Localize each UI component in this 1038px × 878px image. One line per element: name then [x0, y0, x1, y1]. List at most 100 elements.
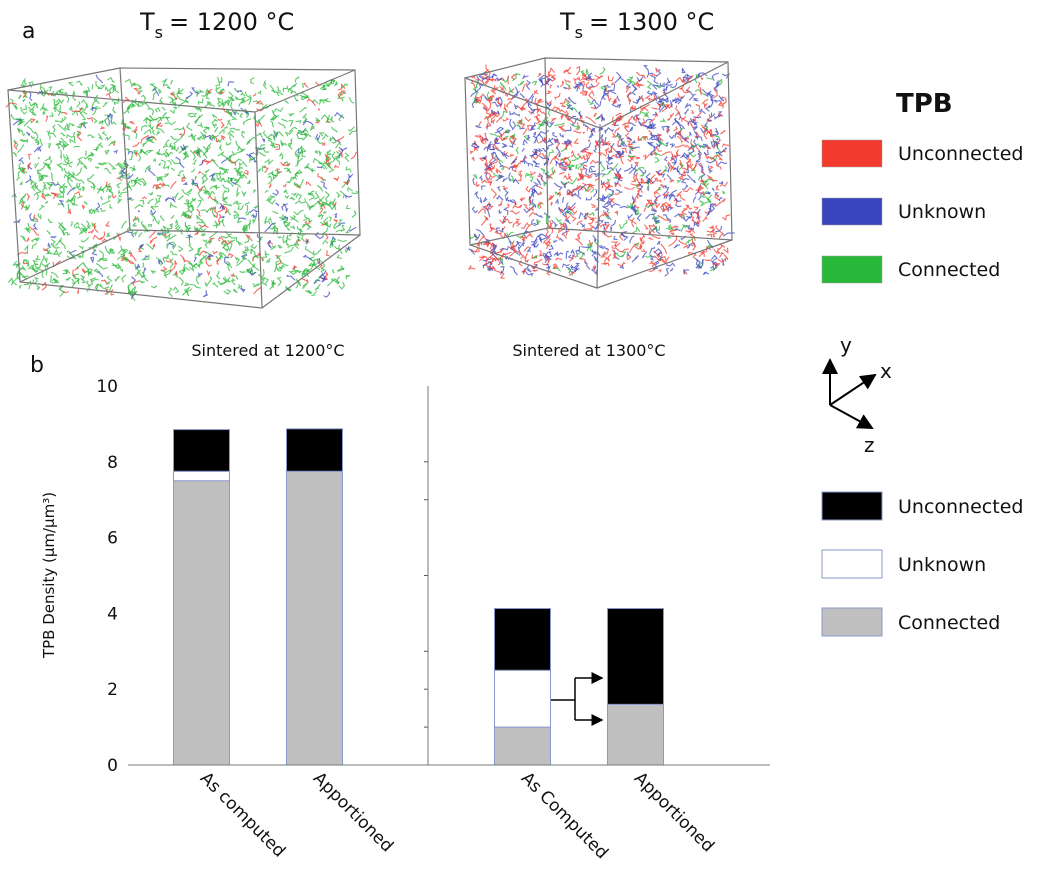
tpb-segment: [105, 87, 108, 91]
tpb-segment: [659, 270, 662, 272]
tpb-segment: [588, 219, 593, 223]
tpb-segment: [315, 191, 319, 199]
tpb-segment: [324, 292, 330, 298]
tpb-segment: [723, 191, 725, 194]
tpb-segment: [512, 169, 516, 171]
tpb-segment: [504, 207, 508, 215]
tpb-segment: [560, 127, 566, 131]
tpb-segment: [306, 182, 311, 186]
tpb-segment: [508, 200, 513, 203]
tpb-segment: [327, 250, 330, 256]
tpb-segment: [130, 122, 135, 124]
tpb-segment: [585, 69, 588, 75]
tpb-segment: [296, 194, 301, 200]
tpb-segment: [590, 213, 594, 216]
tpb-segment: [490, 134, 500, 137]
tpb-segment: [649, 95, 654, 100]
tpb-segment: [303, 83, 304, 88]
tpb-segment: [279, 214, 283, 218]
tpb-segment: [70, 107, 73, 111]
tpb-segment: [655, 147, 663, 151]
tpb-segment: [348, 188, 353, 192]
tpb-segment: [557, 234, 561, 240]
tpb-segment: [701, 180, 704, 182]
tpb-segment: [624, 187, 634, 189]
tpb-segment: [556, 149, 560, 153]
tpb-segment: [571, 250, 574, 255]
tpb-segment: [33, 224, 36, 230]
tpb-segment: [96, 203, 100, 210]
tpb-segment: [589, 134, 593, 138]
tpb-segment: [232, 151, 242, 155]
tpb-segment: [534, 219, 538, 226]
tpb-segment: [254, 206, 258, 209]
tpb-segment: [203, 240, 207, 242]
tpb-segment: [226, 142, 230, 145]
tpb-segment: [129, 153, 132, 159]
tpb-segment: [268, 134, 272, 139]
tpb-segment: [53, 193, 57, 196]
tpb-segment: [580, 223, 584, 227]
tpb-segment: [199, 225, 209, 228]
tpb-segment: [144, 151, 152, 154]
tpb-segment: [351, 152, 357, 159]
tpb-segment: [198, 98, 203, 104]
tpb-segment: [144, 277, 148, 281]
panel-label: b: [30, 353, 44, 378]
tpb-segment: [503, 118, 509, 121]
tpb-segment: [55, 108, 63, 113]
tpb-segment: [270, 85, 275, 93]
tpb-segment: [510, 266, 518, 275]
tpb-segment: [521, 223, 528, 229]
tpb-segment: [264, 167, 268, 173]
tpb-segment: [151, 127, 153, 131]
tpb-segment: [303, 214, 308, 220]
tpb-segment: [526, 225, 530, 230]
tpb-segment: [149, 231, 155, 237]
tpb-segment: [257, 133, 263, 137]
tpb-segment: [294, 95, 298, 101]
tpb-segment: [589, 91, 594, 99]
tpb-segment: [616, 242, 617, 247]
tpb-segment: [664, 179, 665, 181]
tpb-segment: [150, 237, 157, 243]
tpb-segment: [722, 215, 730, 220]
tpb-segment: [133, 142, 140, 147]
tpb-segment: [657, 178, 661, 183]
tpb-segment: [643, 155, 649, 159]
tpb-segment: [60, 238, 66, 249]
tpb-segment: [516, 219, 519, 221]
tpb-segment: [27, 194, 30, 201]
tpb-segment: [555, 93, 560, 99]
tpb-segment: [719, 181, 723, 184]
tpb-segment: [229, 128, 240, 130]
tpb-segment: [198, 90, 204, 92]
tpb-segment: [179, 133, 182, 134]
subscript: s: [155, 23, 163, 42]
tpb-segment: [98, 134, 102, 140]
tpb-segment: [139, 280, 144, 283]
tpb-segment: [309, 195, 314, 201]
axis-label: x: [880, 359, 892, 383]
tpb-segment: [551, 203, 553, 206]
tpb-segment: [65, 277, 70, 280]
tpb-segment: [213, 114, 218, 118]
tpb-segment: [54, 250, 58, 254]
tpb-segment: [627, 141, 633, 145]
tpb-segment: [602, 232, 612, 237]
tpb-segment: [337, 277, 339, 284]
tpb-segment: [265, 160, 273, 164]
tpb-segment: [556, 200, 559, 205]
tpb-segment: [59, 252, 62, 257]
tpb-segment: [143, 103, 150, 108]
tpb-segment: [335, 82, 338, 85]
tpb-segment: [178, 196, 183, 200]
tpb-segment: [50, 156, 52, 164]
tpb-segment: [607, 225, 610, 228]
tpb-segment: [572, 159, 576, 160]
tpb-segment: [702, 198, 711, 205]
legend-swatch: [822, 198, 882, 225]
tpb-segment: [519, 244, 523, 249]
tpb-segment: [152, 271, 157, 274]
tpb-segment: [78, 289, 79, 294]
